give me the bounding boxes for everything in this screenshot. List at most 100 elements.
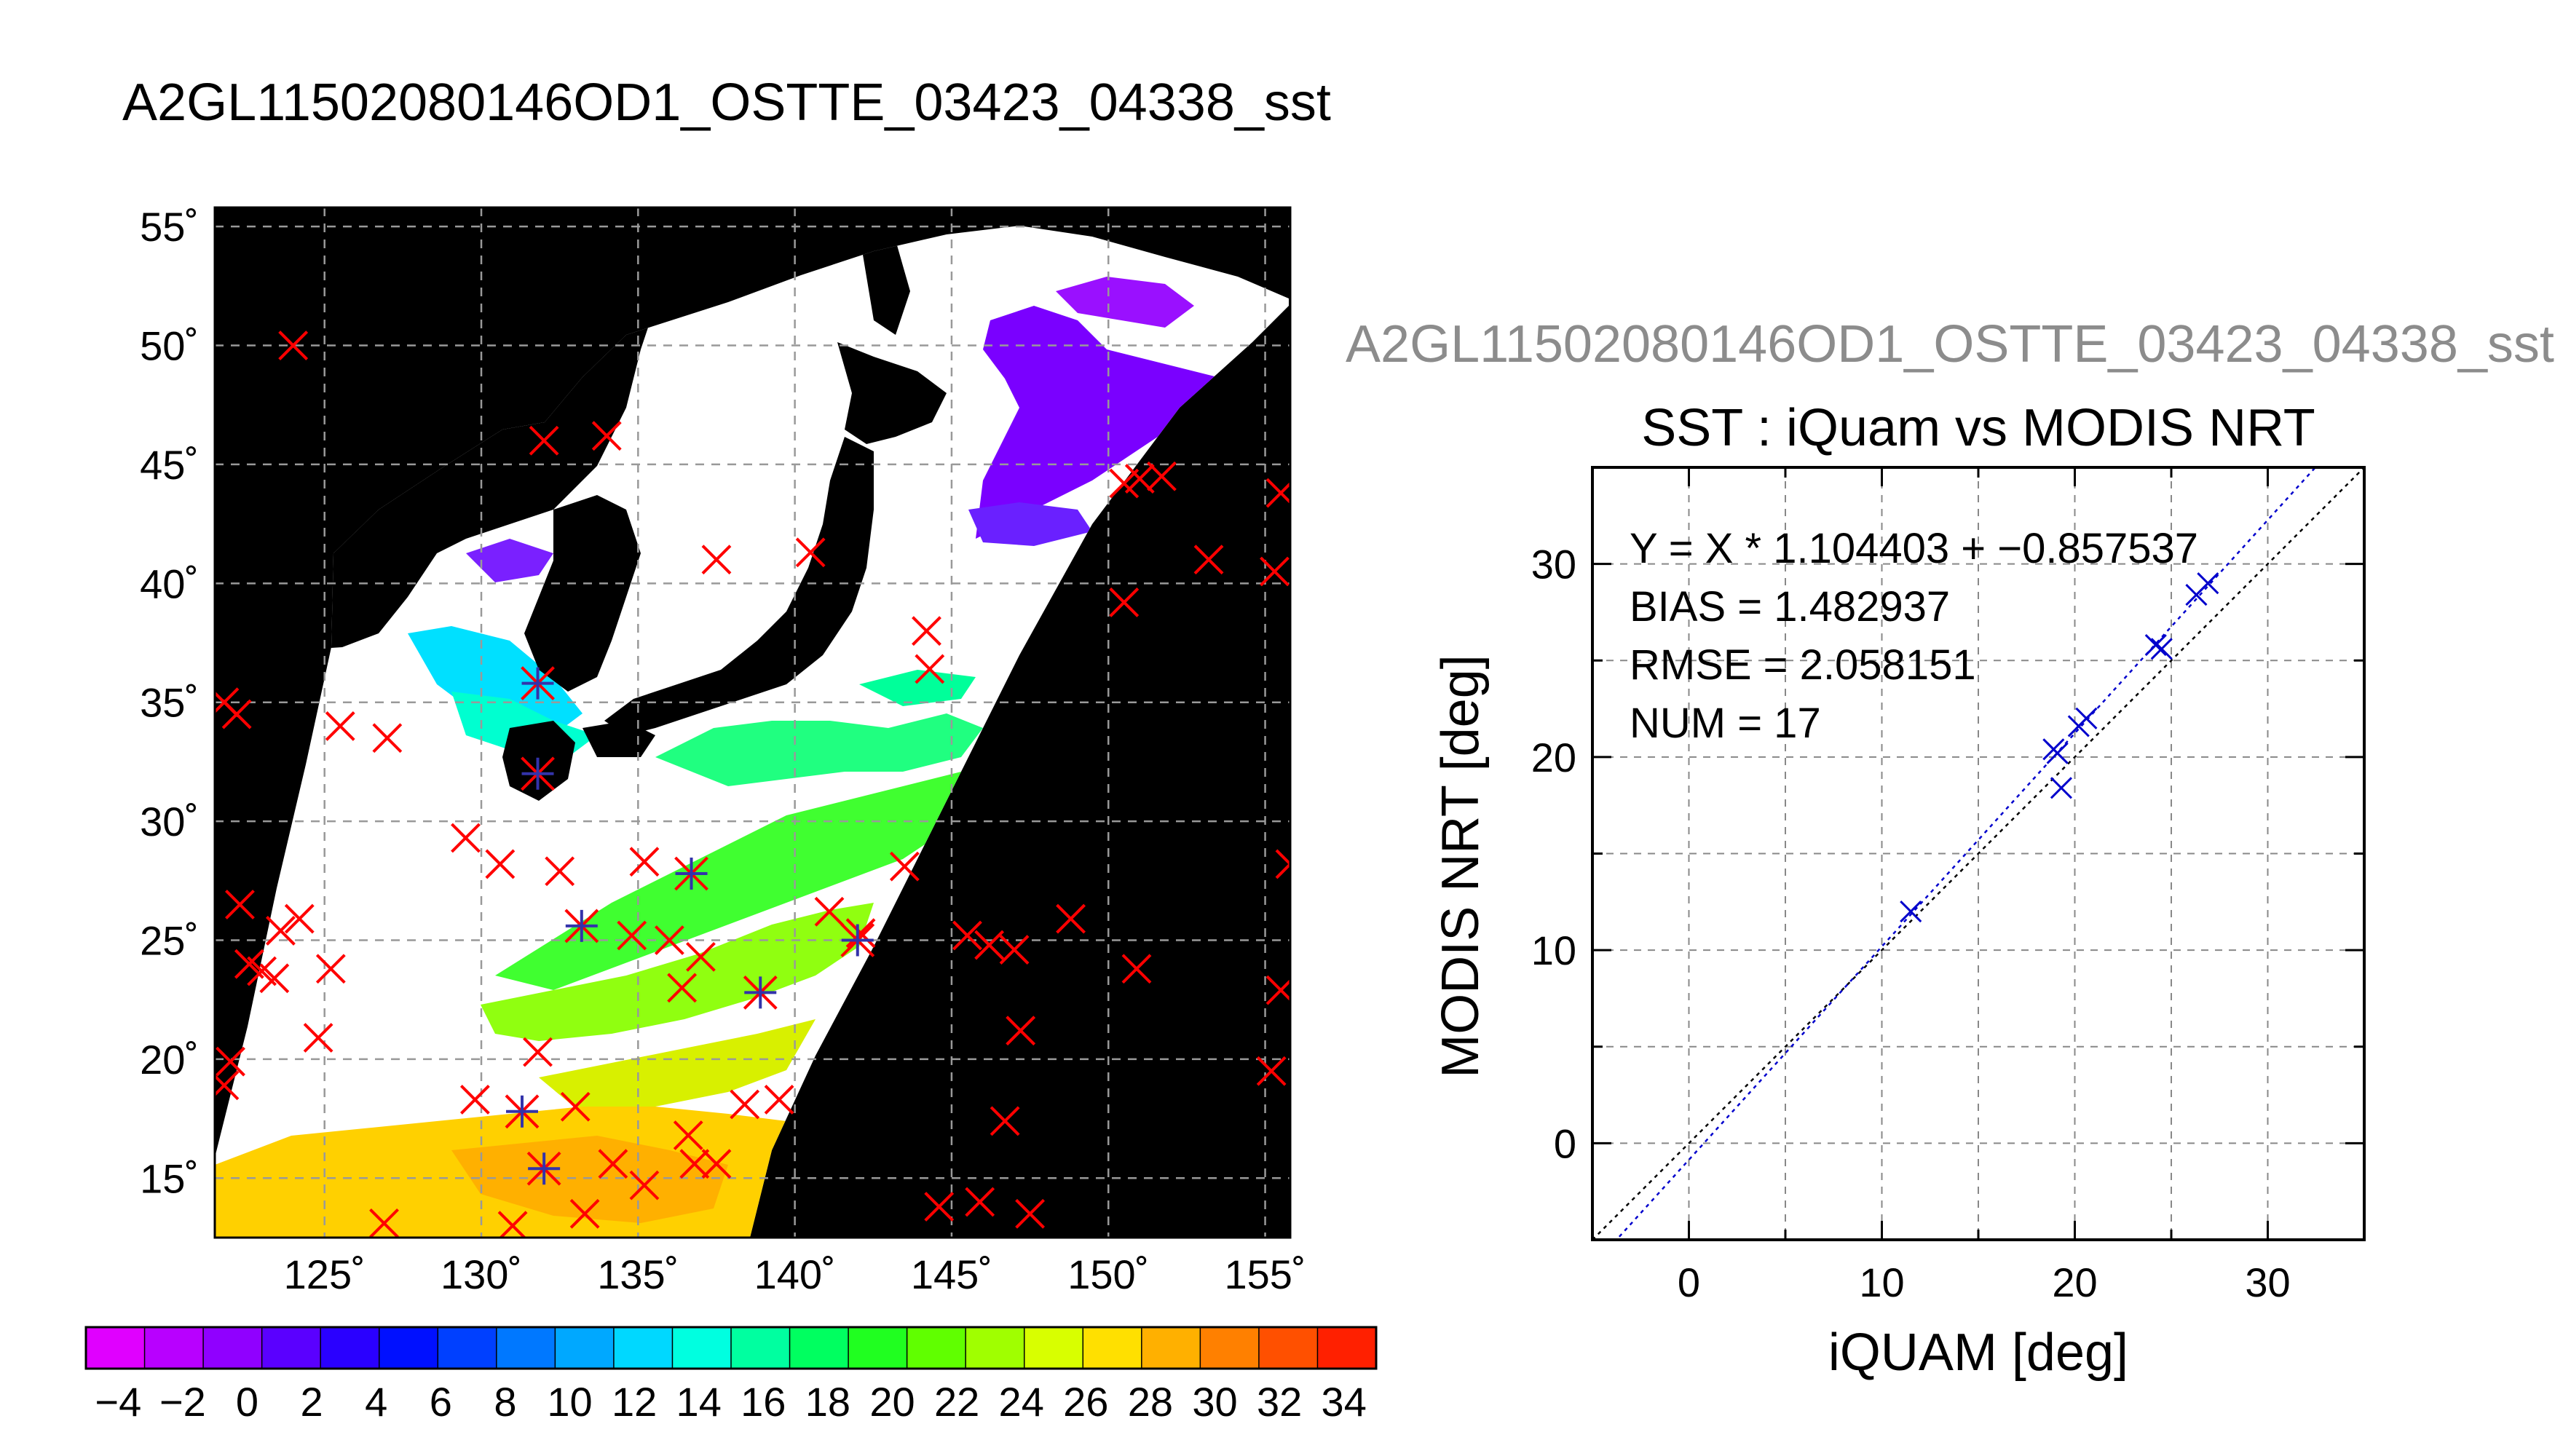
sst-map: 15˚ 20˚ 25˚ 30˚ 35˚ 40˚ 45˚ 50˚ 55˚ 125˚ 130˚ 135˚… (140, 204, 1306, 1297)
buoy-marker (1260, 556, 1290, 587)
colorbar-segment (907, 1327, 966, 1369)
colorbar-tick-label: 8 (494, 1379, 516, 1425)
chart-title: SST : iQuam vs MODIS NRT (1641, 399, 2315, 457)
buoy-marker (325, 711, 355, 741)
buoy-marker (284, 903, 315, 934)
buoy-marker (965, 1187, 995, 1217)
scatter-point (1900, 901, 1922, 923)
y-tick-label: 0 (1554, 1120, 1576, 1166)
colorbar-segment (555, 1327, 615, 1369)
colorbar-segment (379, 1327, 439, 1369)
scatter-stats: Y = X * 1.104403 + −0.857537 BIAS = 1.48… (1630, 525, 2198, 747)
buoy-marker (591, 421, 622, 451)
buoy-marker (1006, 1016, 1036, 1046)
colorbar-tick-label: 14 (676, 1379, 722, 1425)
scatter-point (2075, 707, 2098, 729)
stats-equation: Y = X * 1.104403 + −0.857537 (1630, 525, 2198, 572)
lat-label-35: 35˚ (140, 680, 199, 726)
sst-region-northeast (1056, 277, 1194, 328)
buoy-marker (266, 916, 296, 946)
colorbar-tick-label: 28 (1128, 1379, 1173, 1425)
stats-rmse: RMSE = 2.058151 (1630, 641, 1976, 689)
colorbar-tick-label: 34 (1322, 1379, 1367, 1425)
map-grid (215, 207, 1290, 1238)
lon-label-155: 155˚ (1225, 1251, 1306, 1297)
buoy-marker (845, 918, 876, 949)
lat-label-25: 25˚ (140, 918, 199, 964)
colorbar-segment (613, 1327, 674, 1369)
buoy-marker (764, 1085, 794, 1115)
buoy-marker (617, 920, 647, 951)
buoy-marker (654, 925, 684, 955)
buoy-marker (974, 930, 1005, 960)
buoy-marker (730, 1089, 760, 1120)
x-tick-label: 30 (2245, 1259, 2290, 1305)
scatter-supertitle: A2GL11502080146OD1_OSTTE_03423_04338_sst (1346, 315, 2554, 373)
buoy-marker (673, 1120, 703, 1150)
colorbar-tick-label: −2 (159, 1379, 206, 1425)
buoy-marker (629, 1170, 660, 1200)
colorbar-segment (731, 1327, 791, 1369)
colorbar-segment (672, 1327, 732, 1369)
stats-bias: BIAS = 1.482937 (1630, 583, 1950, 630)
buoy-marker (560, 1091, 591, 1122)
scatter-points (1900, 572, 2219, 923)
colorbar-segment (438, 1327, 497, 1369)
buoy-marker (303, 1023, 333, 1053)
colorbar-segment (86, 1327, 146, 1369)
lat-label-15: 15˚ (140, 1155, 199, 1201)
buoy-marker (1275, 849, 1290, 879)
buoy-marker (915, 654, 945, 684)
land-hokkaido (837, 342, 947, 444)
sst-region-philippine-sea (481, 903, 874, 1041)
map-lat-labels: 15˚ 20˚ 25˚ 30˚ 35˚ 40˚ 45˚ 50˚ 55˚ (140, 204, 199, 1201)
sst-region-bohai (466, 539, 553, 582)
matchup-marker (743, 975, 778, 1010)
colorbar-segment (848, 1327, 908, 1369)
map-title: A2GL11502080146OD1_OSTTE_03423_04338_sst (122, 74, 1331, 132)
scatter-ticks: 0 10 20 30 0 10 20 30 (1531, 466, 2366, 1305)
lat-label-55: 55˚ (140, 204, 199, 250)
matchup-marker (526, 1151, 561, 1186)
matchup-marker (840, 923, 875, 957)
colorbar-segment (1258, 1327, 1319, 1369)
lon-label-145: 145˚ (911, 1251, 992, 1297)
colorbar-segment (789, 1327, 849, 1369)
buoy-marker (667, 973, 698, 1003)
buoy-marker (1109, 587, 1140, 617)
lon-label-125: 125˚ (284, 1251, 366, 1297)
buoy-marker (1193, 545, 1224, 575)
buoy-marker (1015, 1198, 1046, 1229)
colorbar-segment (320, 1327, 380, 1369)
buoy-marker (451, 823, 481, 853)
matchup-marker (521, 666, 555, 700)
stats-num: NUM = 17 (1630, 700, 1821, 747)
land-korea (524, 495, 641, 692)
colorbar-tick-label: 20 (869, 1379, 915, 1425)
scatter-point (2050, 777, 2073, 799)
colorbar-segment (496, 1327, 556, 1369)
sst-region-north (976, 306, 1223, 539)
buoy-marker (225, 890, 255, 919)
scatter-lines (1592, 467, 2364, 1240)
lon-label-140: 140˚ (754, 1251, 836, 1297)
x-axis-label: iQUAM [deg] (1828, 1324, 2128, 1382)
matchup-marker (505, 1094, 540, 1129)
colorbar-tick-label: 18 (805, 1379, 850, 1425)
buoy-marker (952, 920, 982, 951)
y-tick-label: 30 (1531, 542, 1576, 587)
y-axis-label: MODIS NRT [deg] (1431, 654, 1490, 1078)
scatter-point (2046, 742, 2069, 764)
lat-label-30: 30˚ (140, 799, 199, 844)
buoy-marker (569, 1198, 600, 1229)
colorbar-tick-label: 26 (1063, 1379, 1108, 1425)
colorbar-segment (1024, 1327, 1084, 1369)
map-markers (215, 331, 1290, 1238)
lon-label-135: 135˚ (597, 1251, 679, 1297)
buoy-marker (598, 1149, 628, 1179)
matchup-marker (564, 909, 599, 943)
buoy-marker (990, 1106, 1020, 1136)
colorbar-segment (1141, 1327, 1201, 1369)
map-frame (213, 206, 1292, 1239)
